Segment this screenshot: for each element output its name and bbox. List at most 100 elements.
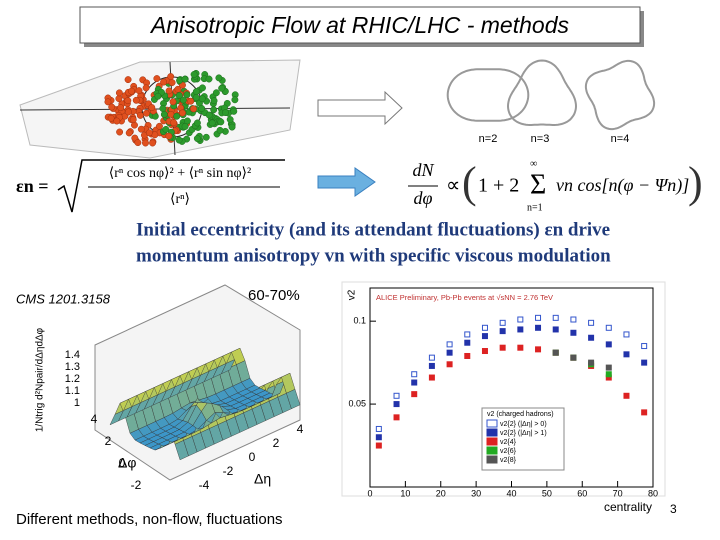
nucleon [165, 132, 173, 140]
nucleon [226, 116, 234, 123]
legend-label: v2{2} (|Δη| > 0) [500, 421, 547, 428]
nucleon [135, 87, 143, 95]
nucleon [179, 109, 186, 117]
x-tick-label: 20 [436, 488, 446, 498]
data-point [446, 361, 453, 368]
y-axis-label: v2 [347, 289, 358, 300]
eta-tick: 2 [273, 436, 280, 450]
data-point [393, 401, 400, 408]
phi-tick: 0 [119, 456, 126, 470]
surface-zlabel: 1/Ntrig d²Npair/dΔηdΔφ [35, 327, 46, 432]
data-point [499, 319, 506, 326]
nucleon [208, 119, 216, 127]
nucleon [187, 97, 195, 105]
flow-prop: ∝ [446, 175, 460, 197]
x-tick-label: 80 [648, 488, 658, 498]
legend-swatch [486, 446, 498, 455]
data-point [428, 354, 435, 361]
data-point [570, 354, 577, 361]
sqrt-sign [57, 159, 285, 213]
nucleon [148, 104, 156, 111]
data-point [428, 374, 435, 381]
x-tick-label: 40 [506, 488, 516, 498]
nucleon [136, 111, 144, 119]
eta-tick: -4 [199, 478, 210, 492]
data-point [481, 333, 488, 340]
collision-picture [19, 59, 301, 159]
data-point [588, 334, 595, 341]
nucleon [212, 89, 220, 97]
z-tick: 1.1 [65, 385, 80, 397]
x-tick-label: 70 [613, 488, 623, 498]
z-tick: 1 [74, 397, 80, 409]
data-point [623, 331, 630, 338]
data-point [552, 326, 559, 333]
data-point [411, 391, 418, 398]
data-point [605, 364, 612, 371]
nucleon [230, 107, 238, 115]
nucleon [107, 114, 115, 122]
data-point [552, 349, 559, 356]
legend-label: v2{6} [500, 448, 517, 455]
data-point [605, 371, 612, 378]
data-point [481, 348, 488, 355]
nucleon [169, 98, 177, 106]
nucleon [167, 110, 175, 118]
nucleon [175, 92, 183, 99]
nucleon [113, 117, 121, 125]
nucleon [205, 111, 213, 119]
data-point [393, 414, 400, 421]
nucleon [198, 95, 206, 103]
flow-body: vn cos[n(φ − Ψn)] [556, 175, 689, 196]
statement: Initial eccentricity (and its attendant … [136, 219, 610, 240]
nucleon [108, 103, 116, 111]
z-tick: 1.2 [65, 373, 80, 385]
data-point [588, 319, 595, 326]
data-point [464, 331, 471, 338]
title-box [79, 6, 641, 44]
nucleon [159, 105, 167, 113]
statement: momentum anisotropy vn with specific vis… [136, 245, 611, 266]
data-point [411, 379, 418, 386]
nucleon [231, 96, 239, 104]
nucleon [137, 125, 145, 133]
x-tick-label: 30 [471, 488, 481, 498]
nucleon [145, 129, 153, 137]
nucleon [193, 119, 201, 127]
correlation-surface [94, 284, 301, 481]
cms-label: CMS 1201.3158 [16, 291, 111, 306]
nucleon [181, 123, 189, 130]
nucleon [115, 89, 123, 97]
nucleon [175, 136, 183, 144]
data-point [499, 344, 506, 351]
data-point [446, 341, 453, 348]
nucleon [142, 84, 150, 92]
nucleon [128, 87, 135, 95]
nucleon [193, 135, 201, 142]
data-point [570, 329, 577, 336]
nucleon [124, 76, 132, 84]
nucleon [192, 94, 200, 102]
harmonic-label: n=2 [479, 133, 498, 145]
nucleon [210, 97, 218, 105]
nucleon [192, 88, 200, 96]
nucleon [165, 87, 173, 95]
nucleon [149, 139, 157, 147]
phi-tick: 4 [91, 412, 98, 426]
centrality-bin: 60-70% [248, 287, 300, 304]
data-point [411, 371, 418, 378]
data-point [623, 351, 630, 358]
data-point [446, 349, 453, 356]
nucleon [115, 95, 123, 103]
nucleon [117, 104, 125, 112]
data-point [641, 409, 648, 416]
arrow [317, 167, 376, 197]
nucleon [160, 78, 168, 86]
harmonic-shapes [446, 59, 656, 131]
data-point [535, 324, 542, 331]
eta-tick: 0 [249, 450, 256, 464]
nucleon [222, 109, 229, 117]
nucleon [162, 125, 170, 133]
legend-title: v2 (charged hadrons) [487, 411, 554, 418]
nucleon [132, 96, 140, 104]
